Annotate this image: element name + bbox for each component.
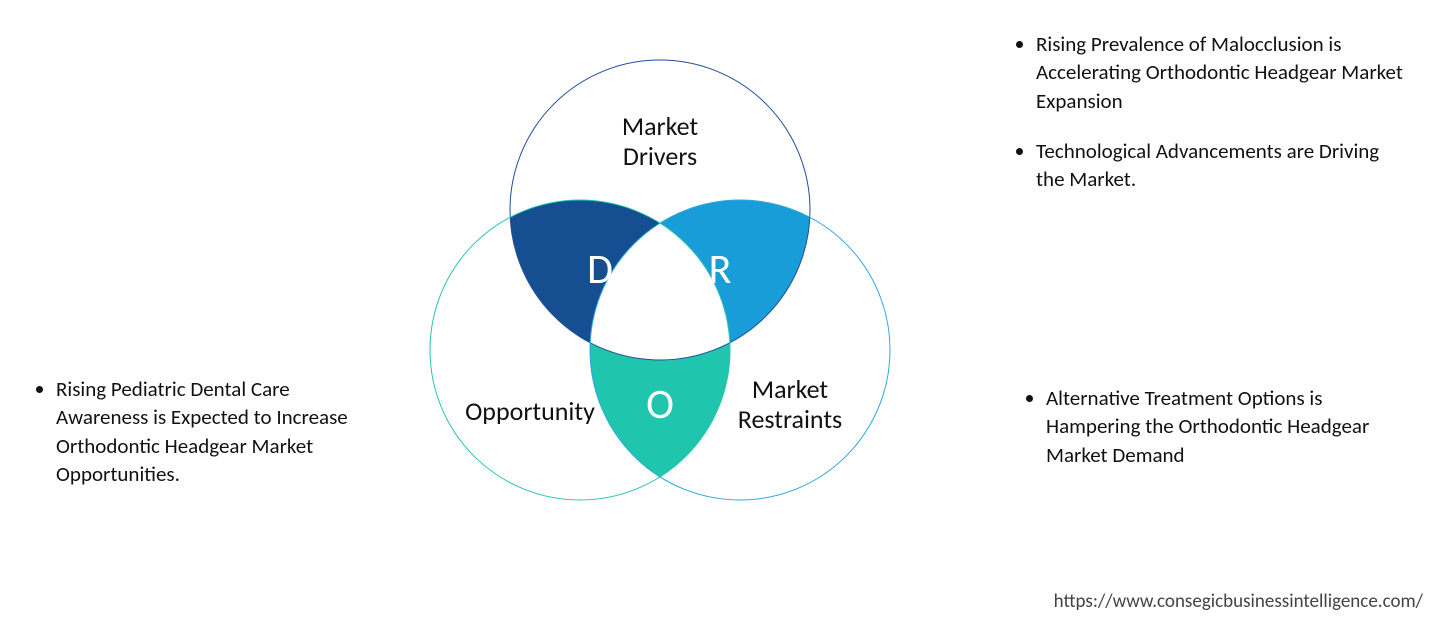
venn-label-left: Opportunity bbox=[465, 395, 595, 427]
bullet-item: Rising Pediatric Dental Care Awareness i… bbox=[56, 375, 380, 488]
opportunity-bullets: Rising Pediatric Dental Care Awareness i… bbox=[30, 375, 380, 510]
venn-letter-O: O bbox=[646, 379, 674, 430]
venn-label-right: MarketRestraints bbox=[738, 373, 842, 435]
drivers-bullets: Rising Prevalence of Malocclusion is Acc… bbox=[1010, 30, 1410, 216]
venn-label-top: MarketDrivers bbox=[622, 110, 699, 172]
diagram-stage: D R O MarketDrivers Opportunity MarketRe… bbox=[0, 0, 1453, 633]
venn-diagram: D R O MarketDrivers Opportunity MarketRe… bbox=[380, 30, 940, 590]
source-citation: https://www.consegicbusinessintelligence… bbox=[1054, 590, 1423, 613]
bullet-item: Technological Advancements are Driving t… bbox=[1036, 137, 1410, 194]
restraints-bullets: Alternative Treatment Options is Hamperi… bbox=[1020, 384, 1400, 491]
bullet-item: Rising Prevalence of Malocclusion is Acc… bbox=[1036, 30, 1410, 115]
bullet-item: Alternative Treatment Options is Hamperi… bbox=[1046, 384, 1400, 469]
venn-letter-D: D bbox=[587, 244, 613, 295]
venn-letter-R: R bbox=[709, 244, 732, 295]
